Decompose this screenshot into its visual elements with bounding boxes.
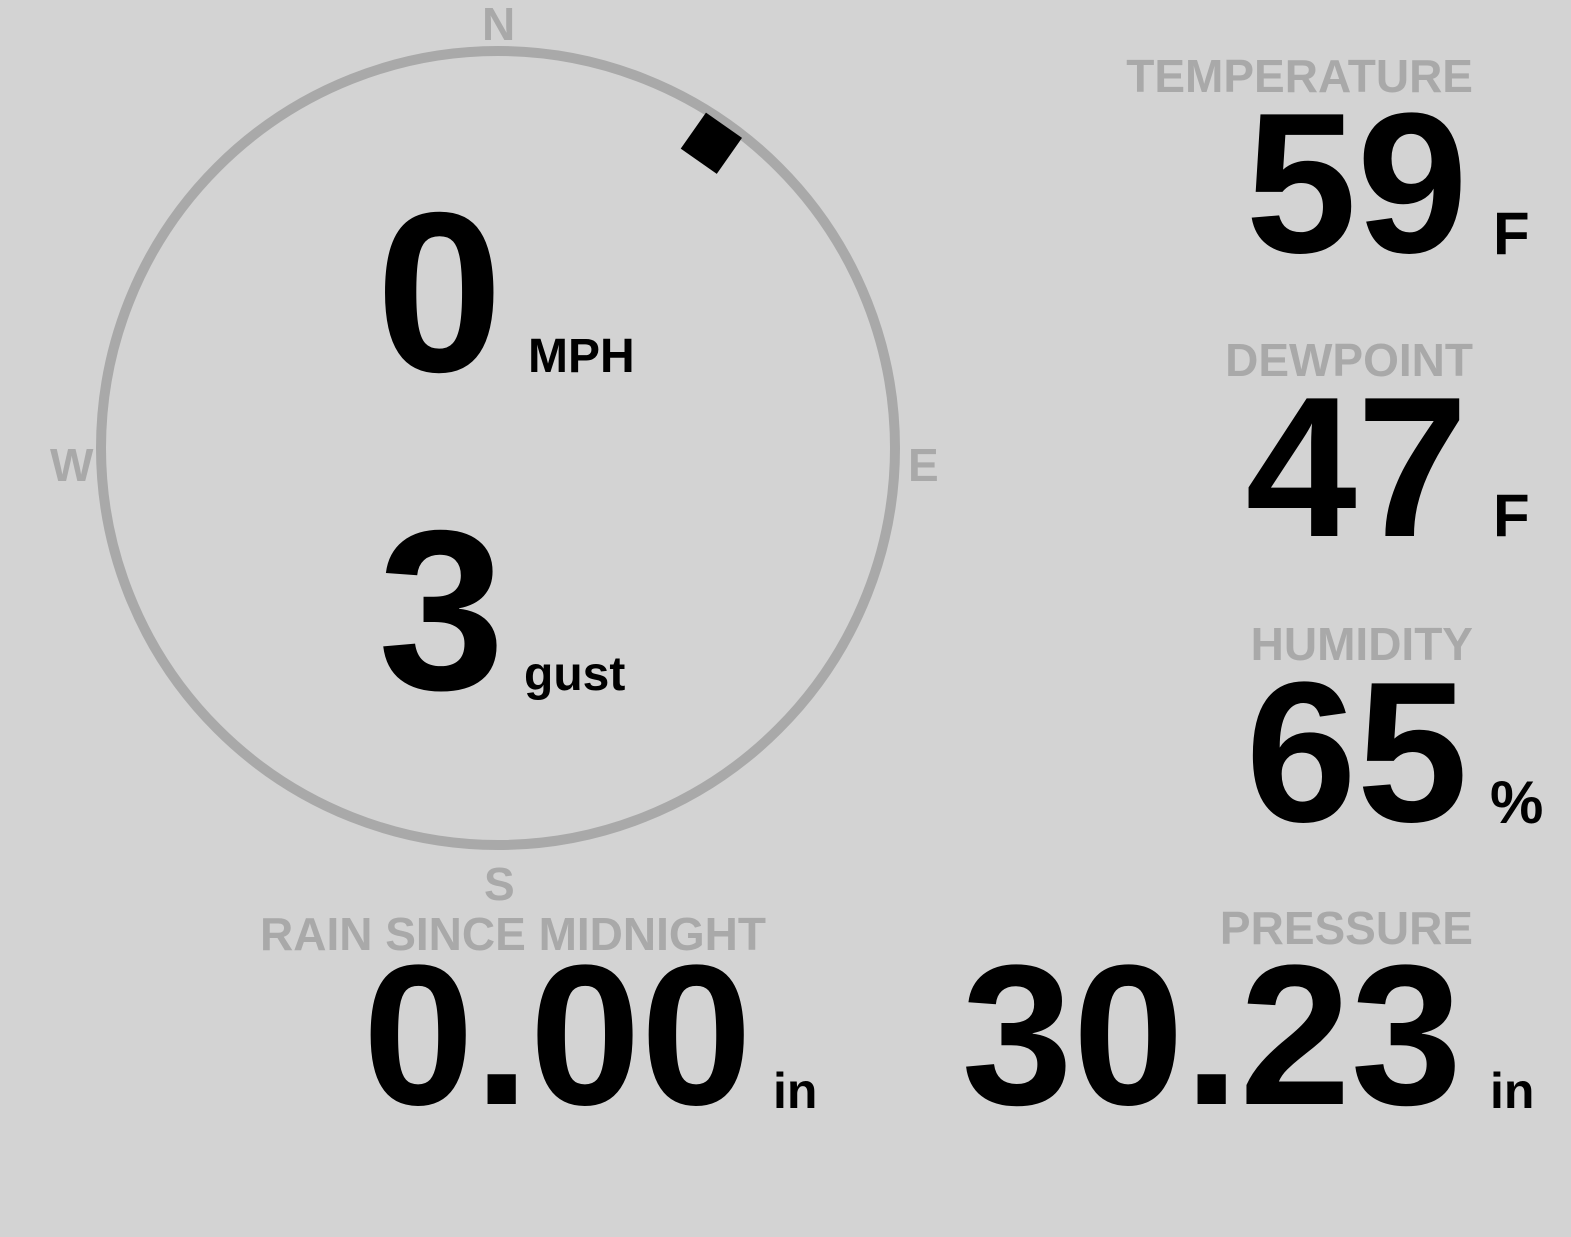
pressure-label: PRESSURE xyxy=(1219,902,1473,954)
humidity-label: HUMIDITY xyxy=(1250,618,1473,670)
compass-east: E xyxy=(908,439,939,491)
compass-graphic xyxy=(96,46,900,850)
wind-direction-marker xyxy=(680,112,743,174)
dewpoint-unit: F xyxy=(1493,482,1530,549)
pressure-unit: in xyxy=(1490,1063,1535,1119)
temperature-value: 59 xyxy=(1245,72,1468,295)
wind-speed-value: 0 xyxy=(376,166,503,420)
compass-ring xyxy=(96,46,900,850)
rain-label: RAIN SINCE MIDNIGHT xyxy=(260,908,766,960)
dewpoint-label: DEWPOINT xyxy=(1225,334,1473,386)
rain-value: 0.00 xyxy=(362,924,752,1147)
dewpoint-value: 47 xyxy=(1245,356,1468,579)
wind-gust-unit: gust xyxy=(524,648,626,701)
temperature-label: TEMPERATURE xyxy=(1126,50,1473,102)
humidity-unit: % xyxy=(1490,769,1544,836)
humidity-value: 65 xyxy=(1245,641,1468,864)
pressure-value: 30.23 xyxy=(961,924,1463,1147)
wind-speed-unit: MPH xyxy=(528,330,635,383)
wind-gust-value: 3 xyxy=(378,484,505,738)
compass-south: S xyxy=(484,858,515,910)
compass-west: W xyxy=(50,439,94,491)
rain-unit: in xyxy=(773,1063,818,1119)
temperature-unit: F xyxy=(1493,200,1530,267)
compass-north: N xyxy=(482,0,516,50)
